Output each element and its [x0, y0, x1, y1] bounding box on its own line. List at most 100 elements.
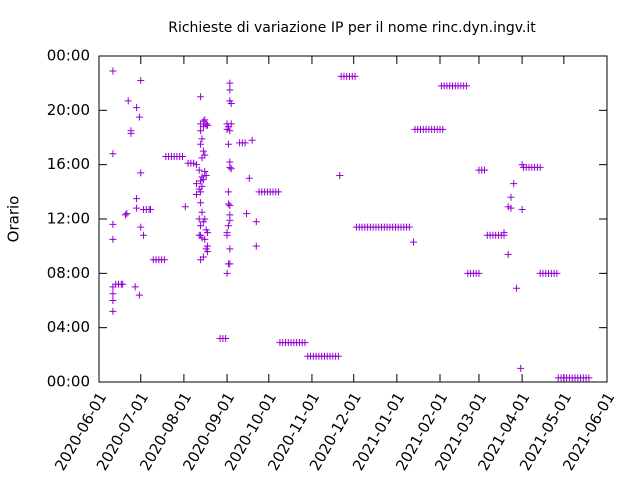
y-tick-label: 16:00 [47, 155, 90, 173]
point [481, 166, 489, 174]
point [241, 139, 249, 147]
point [201, 116, 209, 124]
point [201, 151, 209, 159]
point [301, 339, 309, 347]
point [121, 211, 129, 219]
point [226, 201, 234, 209]
point [199, 253, 207, 261]
point [405, 223, 413, 231]
point [252, 218, 260, 226]
point [334, 352, 342, 360]
point [224, 222, 232, 230]
point [198, 182, 206, 190]
point [201, 215, 209, 223]
point [222, 335, 230, 343]
point [198, 208, 206, 216]
point [192, 191, 200, 199]
point [135, 291, 143, 299]
point [243, 210, 251, 218]
y-tick-label: 00:00 [47, 47, 90, 65]
point [224, 140, 232, 148]
point [204, 229, 212, 237]
point [201, 167, 209, 175]
point [137, 76, 145, 84]
point [135, 113, 143, 121]
point [204, 121, 212, 129]
y-tick-label: 12:00 [47, 210, 90, 228]
point [202, 172, 210, 180]
point [507, 204, 515, 212]
point [195, 166, 203, 174]
point [504, 250, 512, 258]
point [518, 205, 526, 213]
point [197, 222, 205, 230]
point [226, 79, 234, 87]
point [507, 193, 515, 201]
point [226, 127, 234, 135]
point [140, 231, 148, 239]
point [462, 82, 470, 90]
point [197, 199, 205, 207]
point [127, 129, 135, 137]
point [223, 269, 231, 277]
point [160, 256, 168, 264]
point [146, 205, 154, 213]
point [536, 163, 544, 171]
point [252, 242, 260, 250]
chart-title: Richieste di variazione IP per il nome r… [168, 20, 536, 36]
point [109, 235, 117, 243]
point [133, 104, 141, 112]
point [510, 180, 518, 188]
y-tick-label: 04:00 [47, 318, 90, 336]
point [197, 127, 205, 135]
point [137, 169, 145, 177]
point [201, 235, 209, 243]
point [181, 203, 189, 211]
point [124, 97, 132, 105]
point [245, 174, 253, 182]
point [226, 260, 234, 268]
point [123, 210, 131, 218]
point [226, 245, 234, 253]
point [109, 290, 117, 298]
point [226, 86, 234, 94]
point [199, 147, 207, 155]
point [553, 269, 561, 277]
y-tick-label: 08:00 [47, 264, 90, 282]
point [131, 283, 139, 291]
point [109, 307, 117, 315]
point [197, 140, 205, 148]
point [513, 284, 521, 292]
point [109, 297, 117, 304]
point [351, 72, 359, 80]
point [133, 204, 141, 212]
point [133, 195, 141, 203]
point [224, 188, 232, 196]
point [197, 188, 205, 196]
point [248, 136, 256, 144]
point [227, 120, 235, 128]
point [199, 176, 207, 184]
point [109, 67, 117, 75]
point [192, 180, 200, 188]
point [226, 163, 234, 171]
point [227, 165, 235, 173]
point [410, 238, 418, 246]
point [204, 248, 212, 256]
point [179, 153, 187, 161]
point [109, 220, 117, 228]
y-tick-label: 00:00 [47, 373, 90, 391]
point [224, 200, 232, 208]
y-tick-label: 20:00 [47, 101, 90, 119]
point [517, 364, 525, 372]
y-axis-label: Orario [5, 196, 23, 243]
point [475, 269, 483, 277]
point [336, 172, 344, 180]
point [198, 135, 206, 143]
point [109, 150, 117, 158]
point [197, 93, 205, 101]
point [275, 188, 283, 196]
point [137, 223, 145, 231]
point [119, 280, 127, 288]
